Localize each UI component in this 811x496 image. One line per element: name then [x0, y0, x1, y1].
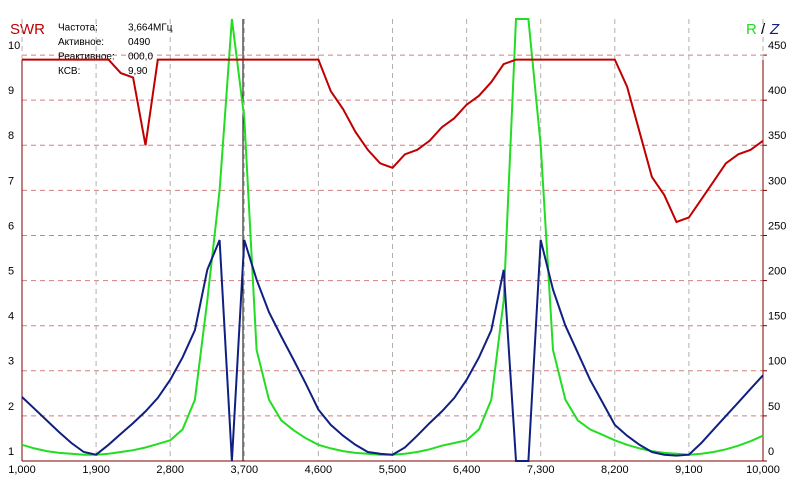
- y2-tick-label: 200: [768, 265, 786, 277]
- legend-separator: /: [761, 21, 766, 38]
- x-tick-label: 10,000: [746, 464, 780, 476]
- chart-title: SWR: [10, 21, 45, 38]
- legend-entry: Z: [769, 21, 780, 38]
- y-tick-label: 4: [8, 311, 14, 323]
- y2-tick-label: 450: [768, 40, 786, 52]
- y-tick-label: 8: [8, 130, 14, 142]
- x-tick-label: 6,400: [453, 464, 481, 476]
- y2-tick-label: 0: [768, 446, 774, 458]
- x-tick-label: 3,700: [231, 464, 259, 476]
- y-tick-label: 10: [8, 40, 20, 52]
- readout-label: Частота:: [58, 23, 98, 34]
- readout-value: 3,664МГц: [128, 23, 173, 34]
- x-tick-label: 4,600: [305, 464, 333, 476]
- series-line: [21, 239, 764, 462]
- y-tick-label: 5: [8, 265, 14, 277]
- y-tick-label: 9: [8, 85, 14, 97]
- y2-tick-label: 350: [768, 130, 786, 142]
- y2-tick-label: 100: [768, 356, 786, 368]
- x-tick-label: 5,500: [379, 464, 407, 476]
- x-tick-label: 1,000: [8, 464, 36, 476]
- readout-value: 9,90: [128, 66, 148, 77]
- y-tick-label: 1: [8, 446, 14, 458]
- y2-tick-label: 50: [768, 401, 780, 413]
- y-tick-label: 2: [8, 401, 14, 413]
- x-tick-label: 9,100: [675, 464, 703, 476]
- readout-label: Активное:: [58, 37, 104, 48]
- readout-label: Реактивное:: [58, 52, 115, 63]
- legend-entry: R: [746, 21, 757, 38]
- x-tick-label: 1,900: [82, 464, 110, 476]
- y2-tick-label: 400: [768, 85, 786, 97]
- series-line: [22, 58, 764, 224]
- readout-label: КСВ:: [58, 66, 80, 77]
- y-tick-label: 3: [8, 356, 14, 368]
- y-tick-label: 7: [8, 175, 14, 187]
- x-tick-label: 2,800: [156, 464, 184, 476]
- y-tick-label: 6: [8, 220, 14, 232]
- y2-tick-label: 300: [768, 175, 786, 187]
- x-tick-label: 8,200: [601, 464, 629, 476]
- y2-tick-label: 150: [768, 311, 786, 323]
- readout-value: 000,0: [128, 52, 153, 63]
- readout-value: 0490: [128, 37, 151, 48]
- x-tick-label: 7,300: [527, 464, 555, 476]
- y2-tick-label: 250: [768, 220, 786, 232]
